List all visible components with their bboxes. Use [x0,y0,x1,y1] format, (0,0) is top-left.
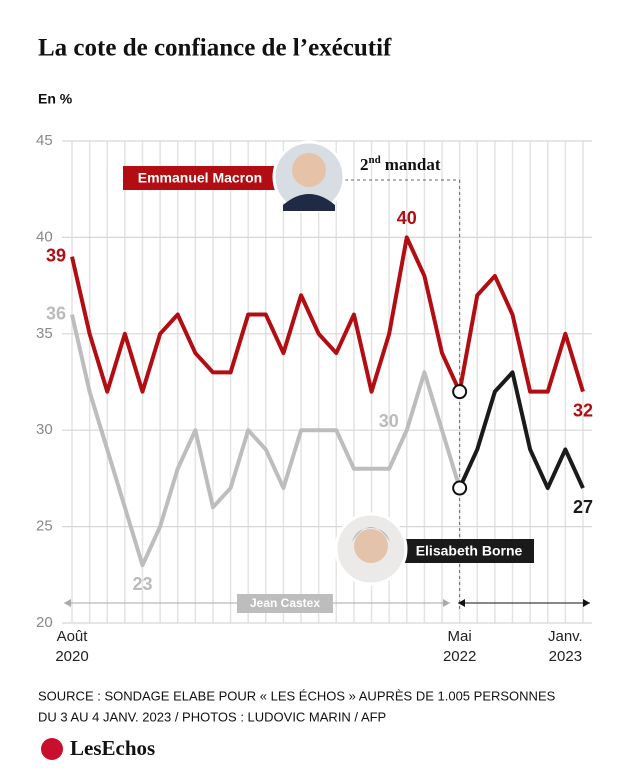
series-line [70,314,462,568]
brand-icon [41,738,63,760]
legend-label: Elisabeth Borne [416,543,523,559]
arrow-head [458,599,465,607]
data-label: 30 [379,411,399,431]
x-tick-label: Août [57,628,89,645]
arrow-head [64,599,71,607]
legend-label: Emmanuel Macron [138,170,262,186]
x-tick-label: 2023 [549,648,582,665]
y-tick-label: 40 [36,228,53,245]
data-label: 32 [573,400,593,420]
source-line: SOURCE : SONDAGE ELABE POUR « LES ÉCHOS … [38,688,556,703]
source-line: DU 3 AU 4 JANV. 2023 / PHOTOS : LUDOVIC … [38,709,386,724]
annotation-part: nd [369,154,381,166]
annotation: 2nd mandat [360,154,441,174]
unit-label: En % [38,91,73,107]
y-tick-label: 35 [36,325,53,342]
data-label: 27 [573,497,593,517]
transition-point [452,384,468,400]
x-tick-label: Janv. [548,628,583,645]
legend-box [404,539,534,563]
legend-box [123,166,277,190]
y-tick-label: 30 [36,421,53,438]
x-tick-label: Mai [448,628,472,645]
data-label: 36 [46,303,66,323]
photo-face [354,529,388,563]
annotation-part: mandat [385,155,441,174]
series-line [457,370,585,491]
data-label: 40 [397,208,417,228]
arrow-head [443,599,450,607]
chart-title: La cote de confiance de l’exécutif [38,35,392,62]
brand: LesEchos [70,736,155,760]
legend-box [237,594,333,613]
series-line [70,235,585,394]
transition-point [452,480,468,496]
data-label: 39 [46,245,66,265]
photo-face [292,153,326,187]
y-tick-label: 45 [36,132,53,149]
annotation-part: 2 [360,155,369,174]
x-tick-label: 2022 [443,648,476,665]
photo-hair [352,527,390,542]
arrow-head [583,599,590,607]
y-tick-label: 25 [36,518,53,535]
data-label: 23 [132,574,152,594]
legend-label: Jean Castex [250,596,320,610]
y-tick-label: 20 [36,614,53,631]
x-tick-label: 2020 [55,648,88,665]
photo-suit [283,194,335,211]
